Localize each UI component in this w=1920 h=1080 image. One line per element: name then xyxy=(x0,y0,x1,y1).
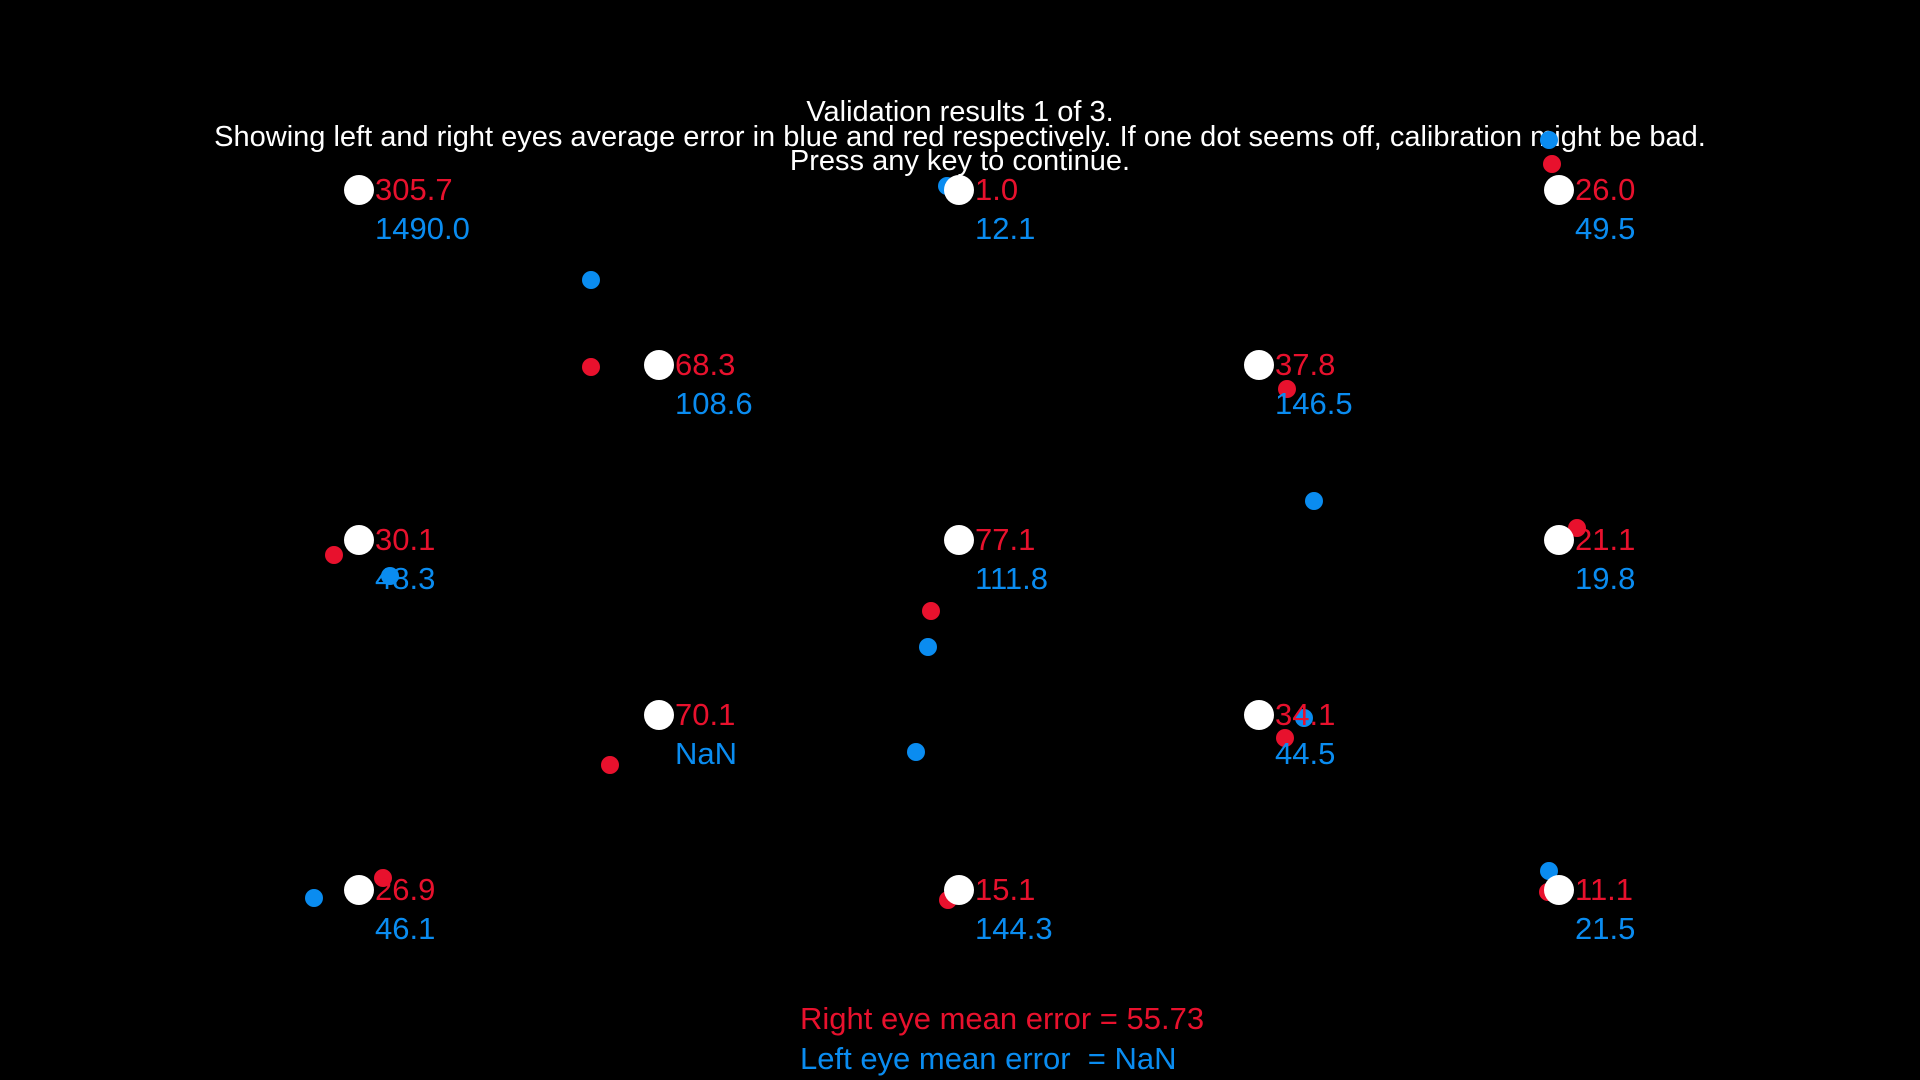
right-eye-error-label: 37.8 xyxy=(1275,347,1336,382)
left-eye-gaze-dot xyxy=(1295,709,1313,727)
right-eye-error-label: 26.0 xyxy=(1575,172,1636,207)
right-eye-error-label: 70.1 xyxy=(675,697,736,732)
left-eye-gaze-dot xyxy=(1540,131,1558,149)
calibration-target xyxy=(644,350,674,380)
validation-description: Showing left and right eyes average erro… xyxy=(214,121,1706,153)
left-eye-error-label: 48.3 xyxy=(375,561,436,596)
calibration-target xyxy=(344,875,374,905)
right-eye-gaze-dot xyxy=(922,602,940,620)
calibration-target xyxy=(944,525,974,555)
left-eye-error-label: 21.5 xyxy=(1575,911,1636,946)
right-eye-gaze-dot xyxy=(1276,729,1294,747)
right-eye-error-label: 30.1 xyxy=(375,522,436,557)
left-eye-error-label: 1490.0 xyxy=(375,211,470,246)
right-eye-error-label: 26.9 xyxy=(375,872,436,907)
continue-instruction: Press any key to continue. xyxy=(789,145,1131,177)
left-eye-gaze-dot xyxy=(305,889,323,907)
calibration-target xyxy=(944,875,974,905)
left-eye-error-label: 144.3 xyxy=(975,911,1053,946)
calibration-target xyxy=(644,700,674,730)
calibration-target xyxy=(344,525,374,555)
calibration-target xyxy=(944,175,974,205)
left-eye-mean-error: Left eye mean error = NaN xyxy=(800,1041,1177,1076)
right-eye-gaze-dot xyxy=(325,546,343,564)
right-eye-error-label: 305.7 xyxy=(375,172,453,207)
calibration-target xyxy=(1544,175,1574,205)
calibration-target xyxy=(344,175,374,205)
right-eye-error-label: 68.3 xyxy=(675,347,736,382)
right-eye-error-label: 34.1 xyxy=(1275,697,1336,732)
left-eye-gaze-dot xyxy=(582,271,600,289)
right-eye-gaze-dot xyxy=(1278,380,1296,398)
left-eye-gaze-dot xyxy=(1305,492,1323,510)
left-eye-error-label: 12.1 xyxy=(975,211,1036,246)
left-eye-gaze-dot xyxy=(907,743,925,761)
right-eye-error-label: 11.1 xyxy=(1575,872,1634,907)
right-eye-gaze-dot xyxy=(374,869,392,887)
calibration-target xyxy=(1544,525,1574,555)
left-eye-gaze-dot xyxy=(919,638,937,656)
left-eye-error-label: 146.5 xyxy=(1275,386,1353,421)
right-eye-gaze-dot xyxy=(1543,155,1561,173)
right-eye-gaze-dot xyxy=(582,358,600,376)
right-eye-error-label: 21.1 xyxy=(1575,522,1636,557)
right-eye-error-label: 77.1 xyxy=(975,522,1036,557)
left-eye-error-label: NaN xyxy=(675,736,738,771)
left-eye-error-label: 49.5 xyxy=(1575,211,1636,246)
left-eye-error-label: 44.5 xyxy=(1275,736,1336,771)
left-eye-error-label: 19.8 xyxy=(1575,561,1636,596)
calibration-target xyxy=(1544,875,1574,905)
right-eye-gaze-dot xyxy=(601,756,619,774)
right-eye-error-label: 15.1 xyxy=(975,872,1036,907)
right-eye-mean-error: Right eye mean error = 55.73 xyxy=(800,1001,1205,1036)
right-eye-error-label: 1.0 xyxy=(975,172,1019,207)
left-eye-error-label: 108.6 xyxy=(675,386,753,421)
calibration-target xyxy=(1244,350,1274,380)
left-eye-error-label: 111.8 xyxy=(975,561,1048,596)
calibration-target xyxy=(1244,700,1274,730)
validation-title: Validation results 1 of 3. xyxy=(806,96,1114,128)
left-eye-error-label: 46.1 xyxy=(375,911,436,946)
left-eye-gaze-dot xyxy=(381,567,399,585)
